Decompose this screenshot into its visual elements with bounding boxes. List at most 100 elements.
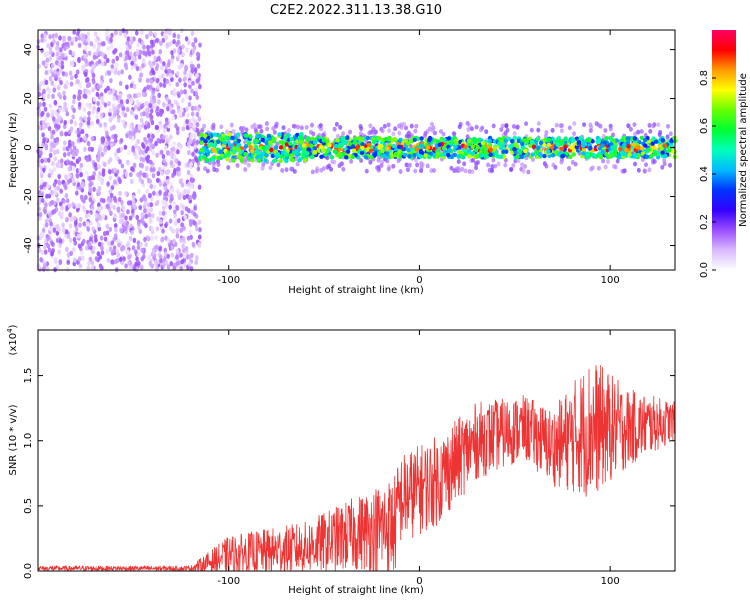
heatmap-cell: [42, 93, 47, 99]
heatmap-cell: [243, 157, 248, 163]
heatmap-cell: [131, 212, 135, 218]
heatmap-cell: [78, 222, 82, 228]
heatmap-cell: [130, 64, 135, 71]
heatmap-cell: [64, 229, 69, 235]
heatmap-cell: [193, 132, 197, 139]
heatmap-cell: [542, 153, 547, 159]
heatmap-cell: [42, 101, 46, 107]
heatmap-cell: [512, 135, 518, 141]
heatmap-cell: [50, 240, 54, 246]
heatmap-cell: [46, 50, 50, 57]
heatmap-cell: [78, 89, 83, 95]
heatmap-cell: [615, 158, 620, 164]
heatmap-cell: [97, 206, 101, 212]
heatmap-cell: [197, 241, 201, 248]
heatmap-cell: [83, 71, 88, 78]
heatmap-cell: [146, 123, 151, 129]
heatmap-cell: [332, 159, 337, 165]
heatmap-cell: [264, 153, 269, 158]
colorbar-label: Normalized spectral amplitude: [738, 73, 749, 227]
top-y-axis-label: Frequency (Hz): [8, 112, 19, 188]
heatmap-cell: [65, 146, 70, 152]
heatmap-cell: [430, 128, 435, 134]
heatmap-cell: [376, 151, 382, 156]
heatmap-cell: [270, 153, 275, 159]
heatmap-cell: [62, 198, 66, 204]
heatmap-cell: [85, 221, 90, 227]
heatmap-cell: [613, 149, 618, 154]
heatmap-cell: [57, 92, 61, 98]
heatmap-cell: [531, 144, 537, 150]
heatmap-cell: [178, 194, 182, 200]
heatmap-cell: [509, 138, 515, 144]
heatmap-cell: [110, 142, 114, 148]
heatmap-cell: [161, 37, 166, 43]
heatmap-cell: [181, 243, 185, 249]
heatmap-cell: [126, 150, 131, 156]
heatmap-cell: [239, 158, 245, 163]
heatmap-cell: [108, 175, 113, 181]
heatmap-cell: [59, 188, 63, 194]
heatmap-cell: [212, 167, 217, 172]
heatmap-cell: [163, 199, 167, 205]
heatmap-cell: [121, 119, 126, 125]
heatmap-cell: [204, 148, 210, 153]
heatmap-cell: [132, 93, 137, 99]
heatmap-cell: [190, 30, 195, 36]
heatmap-cell: [82, 135, 87, 141]
heatmap-cell: [152, 98, 157, 104]
heatmap-cell: [327, 142, 332, 148]
heatmap-cell: [359, 158, 364, 163]
heatmap-cell: [69, 160, 74, 166]
heatmap-cell: [283, 135, 288, 141]
heatmap-cell: [475, 144, 480, 150]
heatmap-cell: [639, 135, 645, 141]
heatmap-cell: [64, 246, 69, 252]
heatmap-cell: [146, 44, 150, 51]
heatmap-cell: [134, 30, 139, 36]
heatmap-cell: [108, 246, 113, 252]
heatmap-cell: [125, 40, 130, 46]
heatmap-cell: [306, 136, 311, 141]
heatmap-cell: [351, 148, 357, 153]
heatmap-cell: [588, 145, 593, 151]
heatmap-cell: [192, 194, 197, 200]
heatmap-cell: [67, 151, 71, 157]
heatmap-cell: [191, 41, 195, 48]
heatmap-cell: [43, 116, 48, 122]
heatmap-cell: [50, 80, 55, 86]
heatmap-cell: [39, 173, 44, 179]
heatmap-cell: [104, 70, 109, 77]
heatmap-cell: [68, 172, 72, 178]
heatmap-cell: [125, 132, 129, 139]
heatmap-cell: [660, 164, 665, 170]
heatmap-cell: [121, 244, 125, 251]
heatmap-cell: [62, 146, 67, 152]
heatmap-cell: [178, 178, 183, 185]
heatmap-cell: [46, 93, 51, 99]
heatmap-cell: [145, 113, 150, 119]
heatmap-cell: [268, 140, 273, 145]
heatmap-cell: [51, 129, 56, 135]
heatmap-cell: [138, 176, 143, 183]
heatmap-cell: [86, 226, 91, 232]
heatmap-cell: [278, 145, 284, 150]
heatmap-cell: [310, 136, 315, 142]
heatmap-cell: [470, 144, 475, 149]
heatmap-cell: [287, 128, 292, 133]
heatmap-cell: [140, 162, 144, 168]
heatmap-cell: [574, 144, 580, 150]
heatmap-cell: [76, 137, 81, 144]
heatmap-cell: [479, 153, 484, 158]
heatmap-cell: [177, 92, 181, 99]
heatmap-cell: [185, 47, 189, 53]
heatmap-cell: [642, 168, 647, 174]
heatmap-cell: [46, 43, 50, 49]
heatmap-cell: [633, 153, 638, 158]
heatmap-cell: [256, 158, 262, 163]
heatmap-cell: [538, 140, 544, 146]
heatmap-cell: [339, 161, 344, 167]
heatmap-cell: [338, 151, 343, 157]
heatmap-cell: [62, 140, 67, 146]
heatmap-cell: [301, 143, 307, 148]
